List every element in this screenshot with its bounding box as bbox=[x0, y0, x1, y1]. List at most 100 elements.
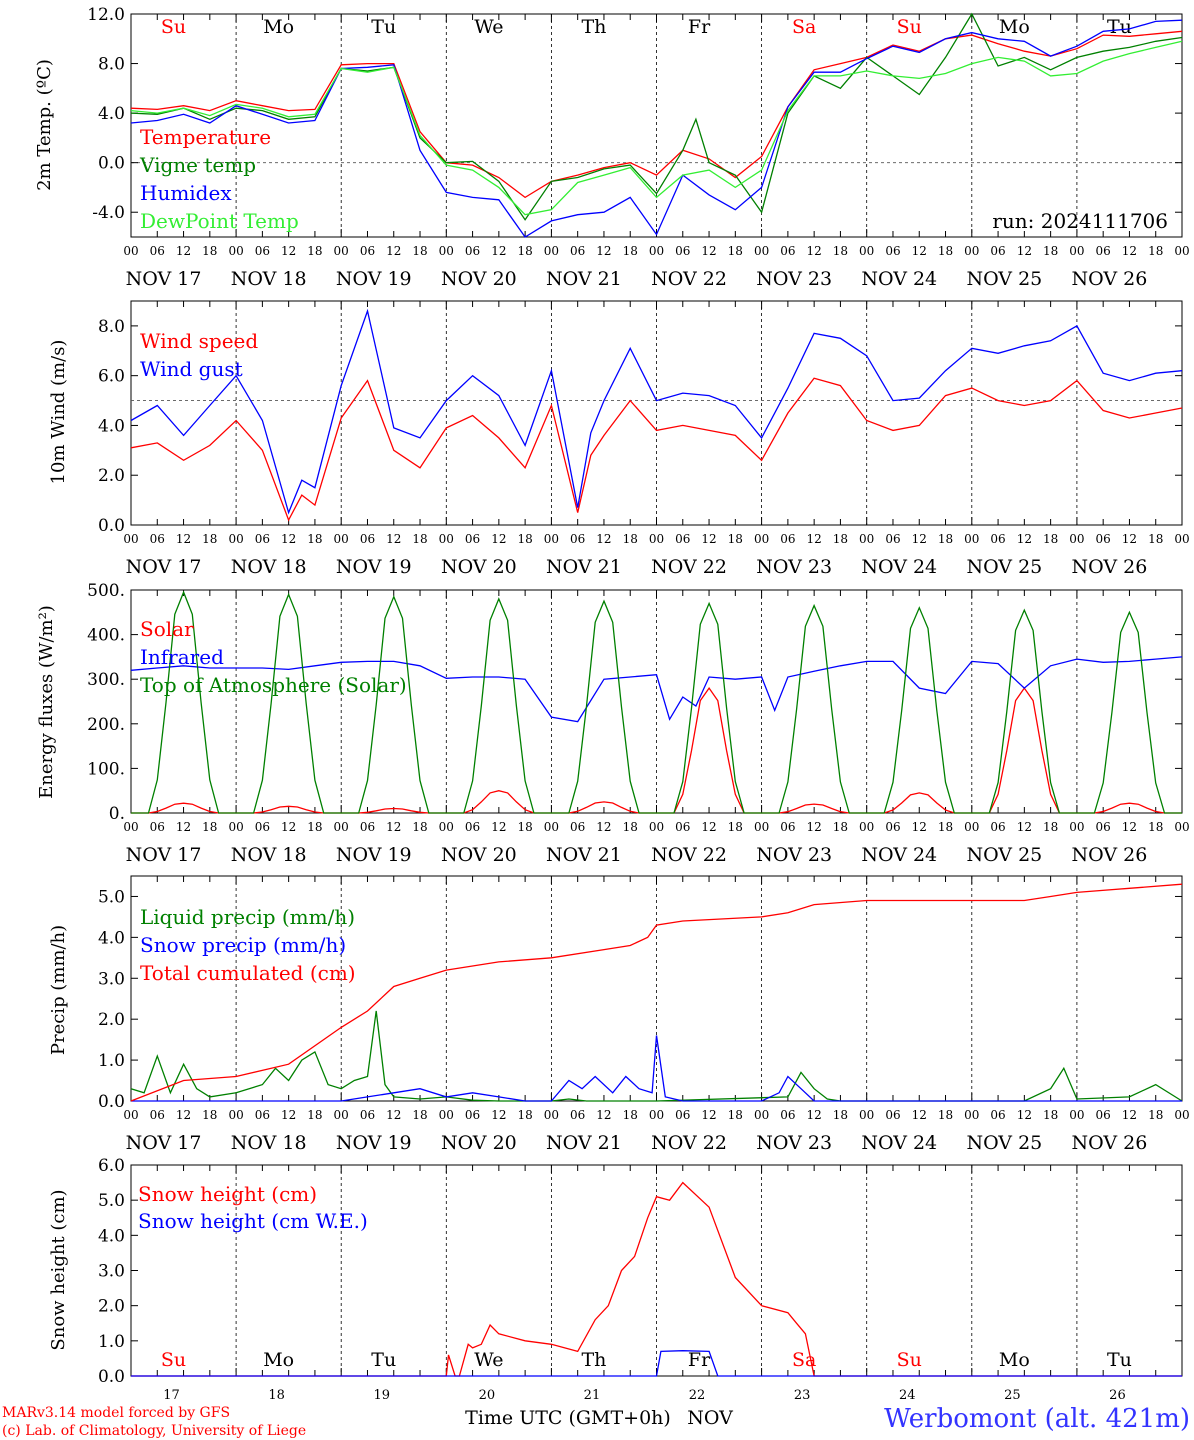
precip-ylabel: Precip (mm/h) bbox=[48, 925, 69, 1055]
series-total-cumulated-cm bbox=[130, 883, 1183, 1102]
plot-frame bbox=[130, 13, 1183, 238]
weekday-label: Su bbox=[897, 16, 922, 38]
hour-tick-label: 12 bbox=[491, 820, 506, 834]
date-label: NOV 22 bbox=[651, 268, 727, 290]
run-annotation: run: 2024111706 bbox=[992, 209, 1168, 233]
y-tick-label: 0. bbox=[109, 804, 125, 824]
hour-tick-label: 06 bbox=[465, 1108, 480, 1122]
date-label: NOV 24 bbox=[861, 556, 937, 578]
hour-tick-label: 06 bbox=[885, 1108, 900, 1122]
hour-tick-label: 18 bbox=[1148, 532, 1163, 546]
hour-tick-label: 00 bbox=[123, 244, 138, 258]
legend-wind-gust: Wind gust bbox=[140, 357, 243, 381]
hour-tick-label: 18 bbox=[202, 244, 217, 258]
y-tick-label: 12.0 bbox=[87, 5, 125, 25]
date-label: NOV 20 bbox=[441, 268, 517, 290]
hour-tick-label: 18 bbox=[1043, 820, 1058, 834]
legend-snow-height: Snow height (cm) bbox=[138, 1182, 317, 1206]
y-tick-label: 3.0 bbox=[98, 1262, 125, 1282]
hour-tick-label: 12 bbox=[1017, 820, 1032, 834]
weekday-label: Mo bbox=[263, 16, 294, 38]
day-number-label: 22 bbox=[689, 1388, 706, 1403]
snow-plot: 0.01.02.03.04.05.06.0Su Mo Tu We Th Fr Sa Su Mo T… bbox=[98, 1156, 1183, 1403]
hour-tick-label: 06 bbox=[1096, 244, 1111, 258]
hour-tick-label: 12 bbox=[386, 1108, 401, 1122]
hour-tick-label: 06 bbox=[150, 1108, 165, 1122]
legend-toa-solar: Top of Atmosphere (Solar) bbox=[140, 673, 407, 697]
hour-tick-label: 18 bbox=[728, 1108, 743, 1122]
hour-tick-label: 12 bbox=[1017, 532, 1032, 546]
hour-tick-label: 06 bbox=[150, 820, 165, 834]
hour-tick-label: 12 bbox=[176, 820, 191, 834]
hour-tick-label: 00 bbox=[544, 244, 559, 258]
hour-tick-label: 18 bbox=[517, 1108, 532, 1122]
hour-tick-label: 06 bbox=[675, 820, 690, 834]
hour-tick-label: 06 bbox=[990, 244, 1005, 258]
temp-plot: -4.0 0.0 4.0 8.0 12.0 00 06 12 18 00 06 12 18 00 06 12 1… bbox=[87, 5, 1190, 290]
hour-tick-label: 18 bbox=[623, 532, 638, 546]
date-label: NOV 25 bbox=[966, 1132, 1042, 1154]
hour-tick-label: 00 bbox=[649, 244, 664, 258]
date-label: NOV 26 bbox=[1072, 556, 1148, 578]
date-label: NOV 26 bbox=[1072, 1132, 1148, 1154]
hour-tick-label: 18 bbox=[833, 1108, 848, 1122]
y-tick-label: 3.0 bbox=[98, 969, 125, 989]
day-number-label: 21 bbox=[584, 1388, 601, 1403]
day-number-label: 19 bbox=[373, 1388, 390, 1403]
date-label: NOV 21 bbox=[546, 1132, 622, 1154]
weekday-label: Th bbox=[581, 1349, 606, 1371]
plot-frame bbox=[130, 589, 1183, 814]
legend-wind-speed: Wind speed bbox=[140, 329, 258, 353]
hour-tick-label: 18 bbox=[517, 244, 532, 258]
y-tick-label: 500. bbox=[87, 581, 125, 601]
date-label: NOV 23 bbox=[756, 844, 832, 866]
y-tick-label: 0.0 bbox=[98, 516, 125, 536]
date-label: NOV 19 bbox=[336, 844, 412, 866]
weekday-label: We bbox=[474, 16, 503, 38]
day-number-label: 24 bbox=[899, 1388, 916, 1403]
weekday-label: Tu bbox=[1107, 1349, 1132, 1371]
hour-tick-label: 06 bbox=[990, 820, 1005, 834]
hour-tick-label: 06 bbox=[150, 244, 165, 258]
hour-tick-label: 06 bbox=[360, 1108, 375, 1122]
series-snow-precip-mm-h bbox=[131, 1035, 1182, 1102]
hour-tick-label: 12 bbox=[176, 1108, 191, 1122]
hour-tick-label: 00 bbox=[123, 820, 138, 834]
hour-tick-label: 00 bbox=[649, 1108, 664, 1122]
y-tick-label: 4.0 bbox=[98, 416, 125, 436]
y-tick-label: 8.0 bbox=[98, 317, 125, 337]
series-vigne-temp bbox=[130, 12, 1183, 221]
hour-tick-label: 12 bbox=[912, 244, 927, 258]
legend-total-cumulated: Total cumulated (cm) bbox=[140, 961, 356, 985]
date-label: NOV 21 bbox=[546, 268, 622, 290]
hour-tick-label: 18 bbox=[833, 820, 848, 834]
date-label: NOV 17 bbox=[126, 556, 202, 578]
hour-tick-label: 06 bbox=[1096, 1108, 1111, 1122]
hour-tick-label: 18 bbox=[412, 820, 427, 834]
hour-tick-label: 06 bbox=[885, 820, 900, 834]
legend-solar: Solar bbox=[140, 617, 194, 641]
hour-tick-label: 00 bbox=[859, 1108, 874, 1122]
hour-tick-label: 12 bbox=[596, 820, 611, 834]
legend-dewpoint: DewPoint Temp bbox=[140, 209, 299, 233]
hour-tick-label: 12 bbox=[281, 1108, 296, 1122]
date-label: NOV 21 bbox=[546, 844, 622, 866]
y-tick-label: 0.0 bbox=[98, 1367, 125, 1387]
hour-tick-label: 12 bbox=[596, 1108, 611, 1122]
hour-tick-label: 18 bbox=[1043, 1108, 1058, 1122]
hour-tick-label: 00 bbox=[439, 244, 454, 258]
hour-tick-label: 00 bbox=[859, 532, 874, 546]
temp-ylabel: 2m Temp. (ºC) bbox=[34, 59, 55, 191]
hour-tick-label: 12 bbox=[491, 244, 506, 258]
weekday-label: Fr bbox=[688, 1349, 711, 1371]
series-top-of-atmosphere-solar bbox=[131, 590, 1182, 814]
hour-tick-label: 06 bbox=[675, 532, 690, 546]
date-label: NOV 22 bbox=[651, 556, 727, 578]
hour-tick-label: 12 bbox=[281, 532, 296, 546]
hour-tick-label: 06 bbox=[570, 532, 585, 546]
hour-tick-label: 00 bbox=[1069, 820, 1084, 834]
hour-tick-label: 06 bbox=[150, 532, 165, 546]
y-tick-label: 5.0 bbox=[98, 887, 125, 907]
hour-tick-label: 12 bbox=[1017, 244, 1032, 258]
hour-tick-label: 18 bbox=[307, 1108, 322, 1122]
